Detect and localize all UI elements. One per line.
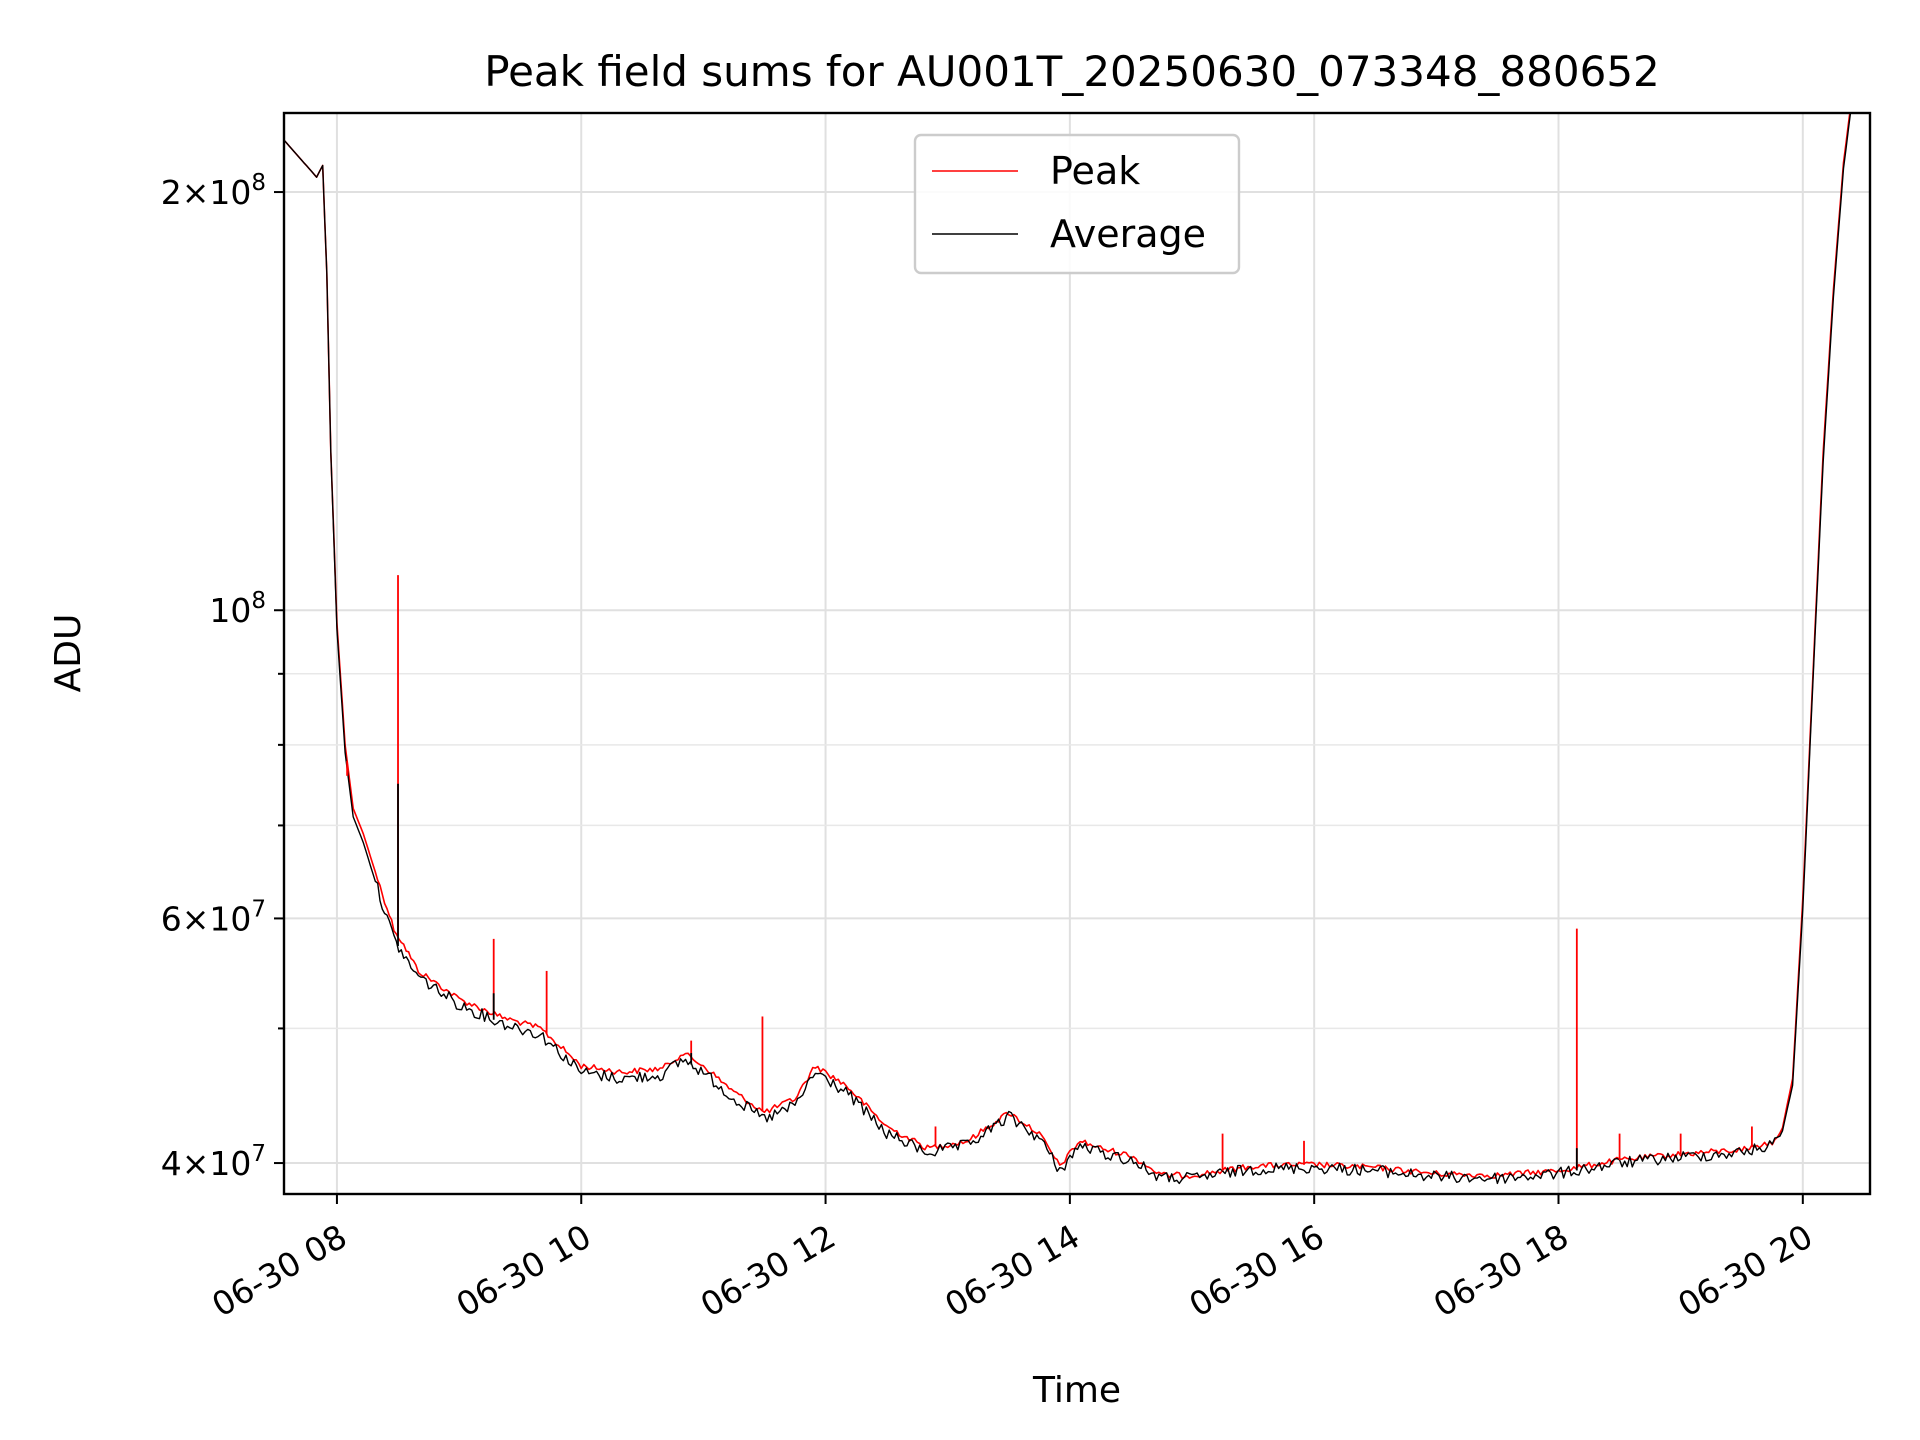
x-tick-label: 06-30 18 [1427,1217,1575,1325]
x-tick-label: 06-30 12 [694,1217,842,1325]
legend-label-average: Average [1050,212,1206,256]
legend: Peak Average [913,133,1241,275]
y-tick-label: 108 [209,588,266,630]
legend-frame [913,133,1241,275]
y-tick-label: 6×107 [161,896,266,938]
x-tick-label: 06-30 14 [938,1217,1086,1325]
x-tick-label: 06-30 20 [1671,1217,1819,1325]
x-tick-label: 06-30 08 [205,1217,353,1325]
legend-label-peak: Peak [1050,149,1140,193]
y-axis-label: ADU [48,614,89,693]
axis-ticks: 06-30 08 06-30 10 06-30 12 06-30 14 06-30 16… [161,170,1819,1324]
y-tick-label: 4×107 [161,1141,266,1183]
plot-area [284,113,1852,1185]
grid [284,113,1870,1194]
plot-frame [282,111,1872,1196]
chart-title: Peak field sums for AU001T_20250630_0733… [484,47,1660,96]
x-tick-label: 06-30 16 [1183,1217,1331,1325]
series-line-average [284,113,1852,1185]
x-tick-label: 06-30 10 [450,1217,598,1325]
x-axis-label: Time [1032,1370,1121,1411]
y-tick-label: 2×108 [161,170,266,212]
